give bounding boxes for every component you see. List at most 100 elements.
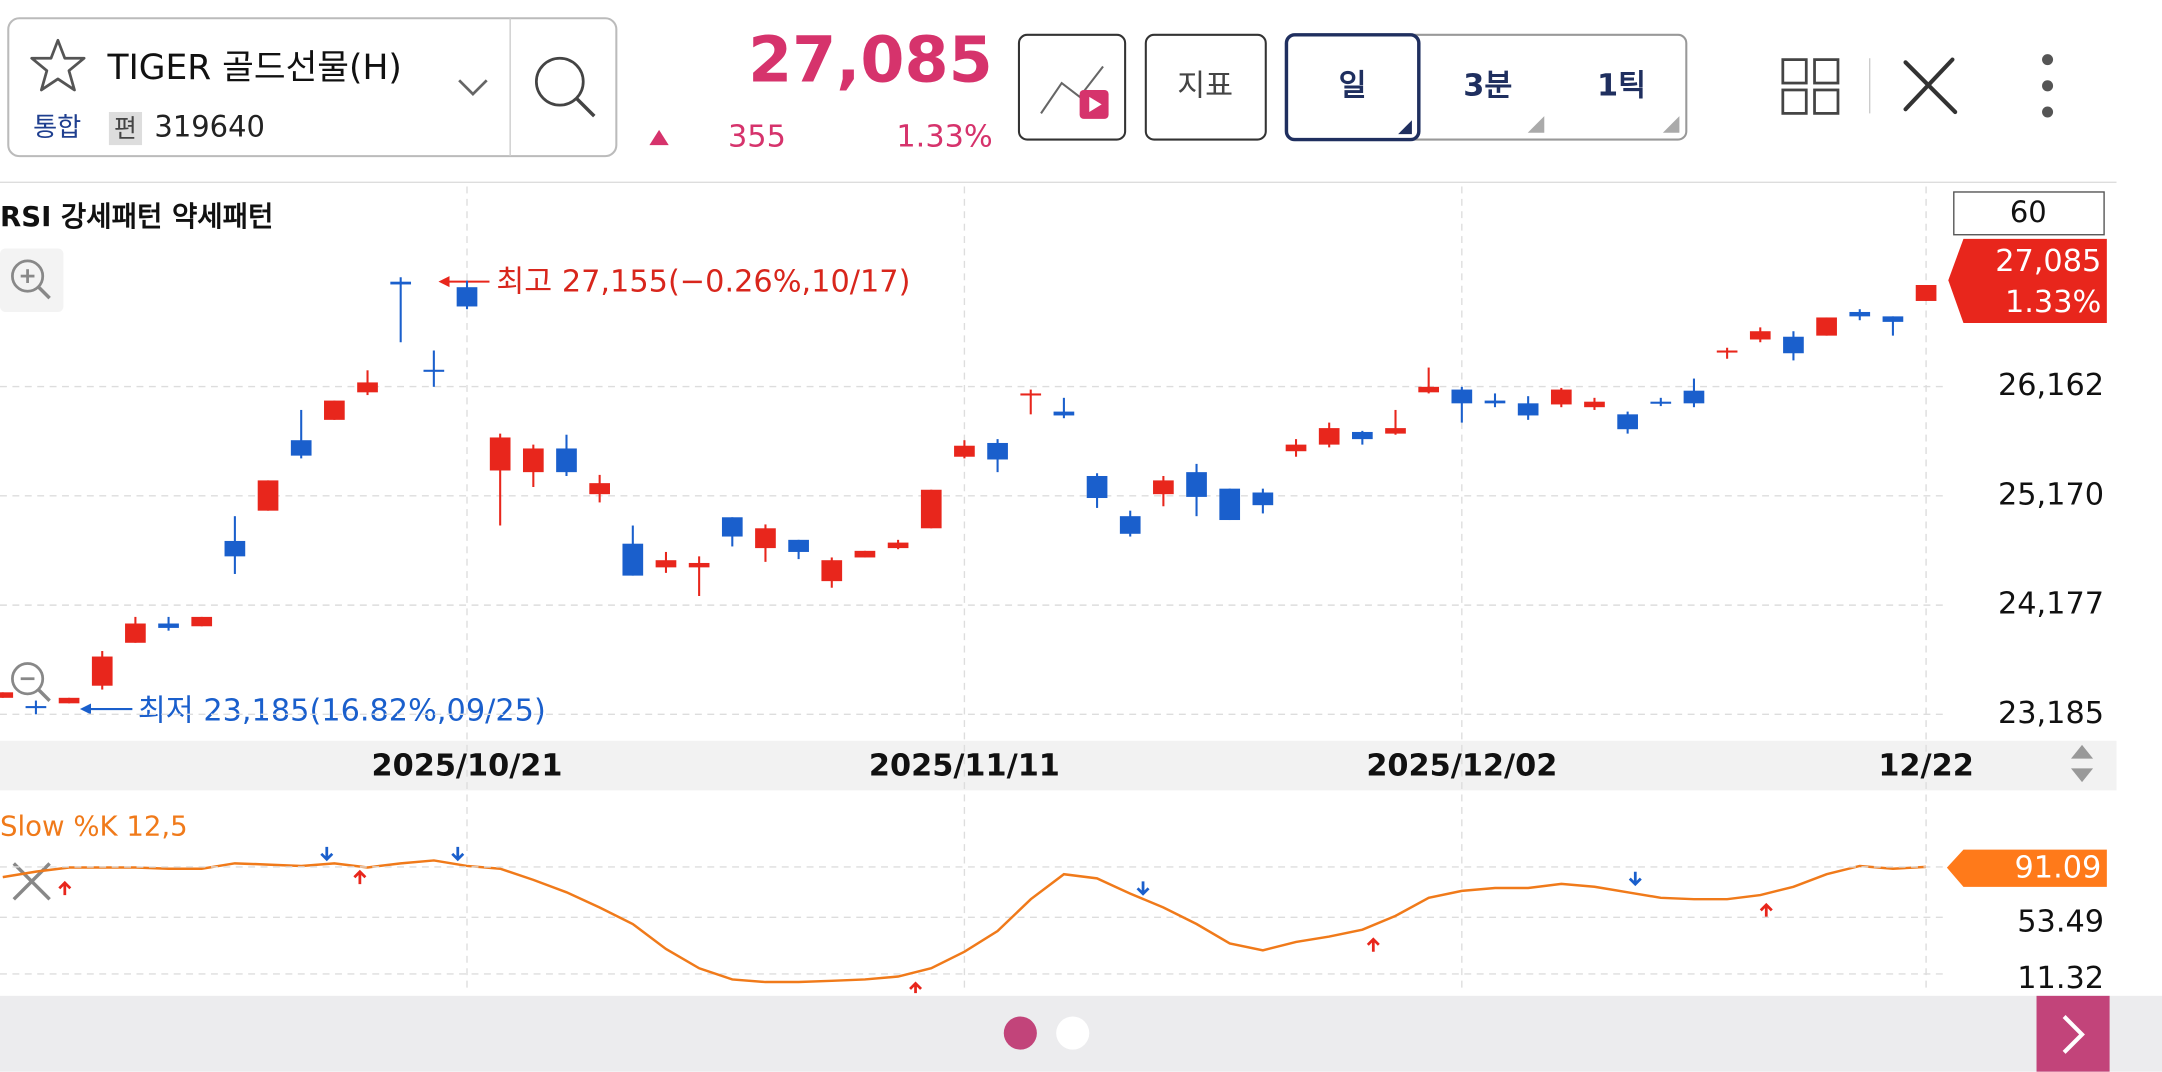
candle-body bbox=[158, 623, 179, 628]
candle-body bbox=[556, 448, 577, 473]
badge-box bbox=[108, 112, 143, 146]
price-change: 355 bbox=[728, 120, 786, 155]
layout-icon[interactable] bbox=[1781, 58, 1840, 115]
candle-body bbox=[1517, 403, 1539, 416]
zoom-in-icon[interactable] bbox=[0, 248, 64, 312]
candle-body bbox=[224, 540, 246, 557]
candle-body bbox=[1219, 488, 1241, 521]
dropdown-chevron[interactable] bbox=[458, 79, 488, 97]
candle-body bbox=[1252, 492, 1274, 506]
candle-body bbox=[788, 539, 809, 552]
current-price: 27,085 bbox=[748, 22, 993, 96]
candle-body bbox=[1186, 472, 1207, 497]
candle-body bbox=[1484, 400, 1506, 404]
candle-body bbox=[390, 281, 412, 285]
price-change-pct: 1.33% bbox=[896, 120, 992, 155]
candle-body bbox=[191, 616, 213, 627]
play-triangle bbox=[1089, 96, 1102, 113]
candle-body bbox=[1849, 311, 1871, 317]
candle-body bbox=[1318, 428, 1340, 445]
x-tick-label: 12/22 bbox=[1878, 748, 1974, 783]
price-tag-pct: 1.33% bbox=[2005, 285, 2101, 320]
zoom-out-icon[interactable] bbox=[11, 662, 51, 702]
candle-body bbox=[58, 697, 80, 704]
plot-layer: 23,185 24,177 25,170 26,162 2025/10/21 2025/1… bbox=[0, 186, 2104, 996]
stoch-tag-value: 91.09 bbox=[2015, 850, 2102, 885]
candle-body bbox=[721, 517, 743, 537]
search-handle bbox=[575, 97, 596, 118]
symbol-name: TIGER 골드선물(H) bbox=[107, 48, 402, 88]
search-icon[interactable] bbox=[534, 56, 585, 107]
y-tick-label: 24,177 bbox=[1998, 587, 2104, 622]
candle-body bbox=[688, 562, 710, 568]
candle-body bbox=[1915, 284, 1937, 301]
more-icon[interactable] bbox=[2042, 54, 2054, 118]
candle-body bbox=[1783, 336, 1804, 354]
stoch-pane-title: Slow %K 12,5 bbox=[0, 810, 188, 843]
candle-body bbox=[25, 706, 47, 709]
badge: 편 bbox=[114, 114, 137, 143]
date-axis-band bbox=[0, 740, 2117, 791]
candle-body bbox=[91, 656, 113, 686]
indicator-button[interactable] bbox=[1144, 33, 1267, 141]
tools-icon[interactable] bbox=[1903, 57, 1958, 115]
y-tick-label: 26,162 bbox=[1998, 368, 2104, 403]
price-pane-title: RSI 강세패턴 약세패턴 bbox=[0, 200, 273, 233]
period-selected[interactable] bbox=[1284, 33, 1421, 142]
stoch-tag bbox=[1946, 849, 2107, 887]
low-arrowhead bbox=[79, 703, 92, 715]
scroll-arrows[interactable] bbox=[2070, 744, 2094, 783]
up-triangle bbox=[649, 129, 669, 146]
symbol-code: 319640 bbox=[154, 110, 264, 144]
high-arrowhead bbox=[438, 276, 450, 288]
candle-body bbox=[125, 623, 146, 643]
next-arrow bbox=[2062, 1015, 2085, 1054]
stoch-line bbox=[2, 859, 1927, 984]
count-box[interactable] bbox=[1953, 191, 2105, 236]
x-tick-label: 2025/11/11 bbox=[869, 748, 1060, 783]
candle-body bbox=[755, 528, 776, 549]
candle-body bbox=[1749, 331, 1771, 340]
candle-body bbox=[257, 480, 279, 511]
candle-body bbox=[290, 440, 312, 456]
price-tag-value: 27,085 bbox=[1995, 244, 2101, 279]
candle-body bbox=[1683, 390, 1705, 404]
candle-body bbox=[1352, 431, 1373, 440]
next-button[interactable] bbox=[2036, 995, 2110, 1072]
page-dot-active[interactable] bbox=[1003, 1016, 1037, 1050]
candle-body bbox=[456, 287, 478, 307]
signal-markers bbox=[58, 846, 1773, 994]
candle-body bbox=[1418, 386, 1440, 393]
symbol-box[interactable] bbox=[7, 17, 618, 158]
candle-body bbox=[655, 560, 677, 568]
y-tick-label: 11.32 bbox=[2017, 961, 2104, 996]
chart-icon bbox=[1040, 65, 1104, 114]
period-day[interactable]: 일 bbox=[1339, 69, 1367, 104]
candle-body bbox=[1153, 480, 1174, 495]
candle-body bbox=[920, 489, 942, 529]
favorite-star[interactable] bbox=[30, 38, 86, 92]
period-minute[interactable]: 3분 bbox=[1463, 69, 1512, 104]
candle-body bbox=[1119, 516, 1141, 534]
candle-body bbox=[1584, 401, 1605, 408]
candle-body bbox=[887, 542, 909, 549]
candle-body bbox=[821, 560, 843, 582]
candle-body bbox=[423, 369, 445, 372]
x-tick-label: 2025/12/02 bbox=[1366, 748, 1557, 783]
candle-body bbox=[1020, 393, 1042, 396]
high-annotation: 최고 27,155(−0.26%,10/17) bbox=[496, 264, 910, 299]
candle-body bbox=[1550, 389, 1572, 405]
candle-body bbox=[489, 437, 511, 471]
candle-body bbox=[854, 550, 876, 558]
period-tick[interactable]: 1틱 bbox=[1597, 69, 1646, 104]
y-tick-label: 53.49 bbox=[2017, 904, 2104, 939]
candle-body bbox=[1086, 475, 1108, 499]
candle-body bbox=[1285, 444, 1307, 452]
candle-body bbox=[522, 448, 544, 473]
chart-video-button[interactable] bbox=[1017, 33, 1127, 141]
page-dot[interactable] bbox=[1056, 1016, 1090, 1050]
candle-body bbox=[1053, 411, 1075, 416]
candle-body bbox=[954, 445, 975, 457]
